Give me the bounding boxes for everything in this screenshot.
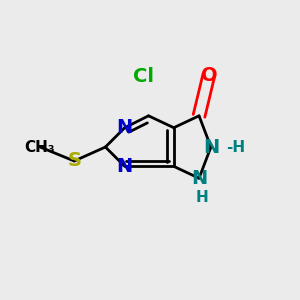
Text: CH₃: CH₃ [25,140,55,154]
Text: O: O [200,66,217,85]
Text: N: N [191,169,207,188]
Text: -H: -H [226,140,245,154]
Text: N: N [203,137,219,157]
Text: Cl: Cl [133,67,154,86]
Text: N: N [117,118,133,137]
Text: H: H [196,190,208,205]
Text: S: S [67,152,81,170]
Text: N: N [117,157,133,176]
